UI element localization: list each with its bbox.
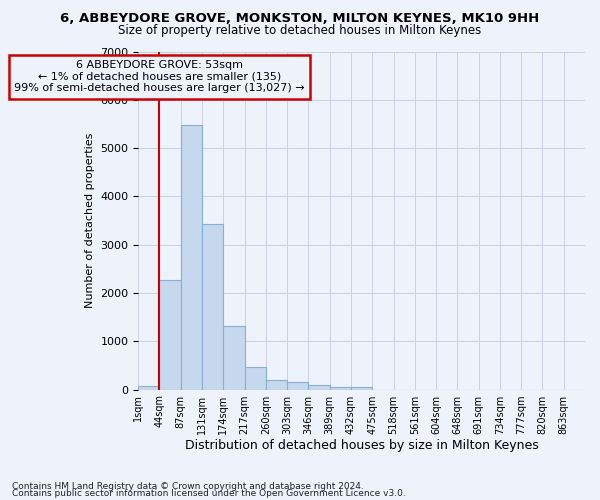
Text: Contains HM Land Registry data © Crown copyright and database right 2024.: Contains HM Land Registry data © Crown c… (12, 482, 364, 491)
Bar (266, 380, 287, 390)
X-axis label: Distribution of detached houses by size in Milton Keynes: Distribution of detached houses by size … (185, 440, 538, 452)
Y-axis label: Number of detached properties: Number of detached properties (85, 133, 95, 308)
Bar (202, 224, 223, 390)
Text: Contains public sector information licensed under the Open Government Licence v3: Contains public sector information licen… (12, 490, 406, 498)
Bar (223, 326, 245, 390)
Bar (181, 125, 202, 390)
Bar (329, 386, 351, 390)
Bar (287, 382, 308, 390)
Bar (160, 280, 181, 390)
Bar (351, 387, 372, 390)
Bar (245, 368, 266, 390)
Text: Size of property relative to detached houses in Milton Keynes: Size of property relative to detached ho… (118, 24, 482, 37)
Text: 6, ABBEYDORE GROVE, MONKSTON, MILTON KEYNES, MK10 9HH: 6, ABBEYDORE GROVE, MONKSTON, MILTON KEY… (61, 12, 539, 26)
Bar (308, 385, 329, 390)
Text: 6 ABBEYDORE GROVE: 53sqm
← 1% of detached houses are smaller (135)
99% of semi-d: 6 ABBEYDORE GROVE: 53sqm ← 1% of detache… (14, 60, 305, 94)
Bar (138, 386, 160, 390)
